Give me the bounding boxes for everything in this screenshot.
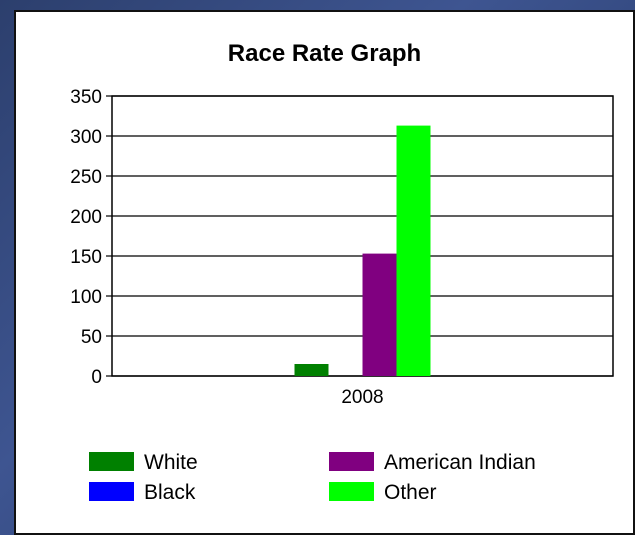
y-tick-label: 350 bbox=[70, 87, 102, 108]
legend-label-white: White bbox=[144, 451, 198, 474]
y-tick-label: 300 bbox=[70, 127, 102, 148]
legend-swatch-black bbox=[89, 482, 134, 501]
legend-label-american-indian: American Indian bbox=[384, 451, 536, 474]
y-tick-label: 250 bbox=[70, 167, 102, 188]
y-tick-label: 0 bbox=[91, 367, 102, 388]
legend-swatch-other bbox=[329, 482, 374, 501]
x-tick-label: 2008 bbox=[341, 387, 383, 408]
legend-label-other: Other bbox=[384, 481, 437, 504]
y-tick-label: 100 bbox=[70, 287, 102, 308]
bar-white bbox=[294, 364, 329, 376]
chart-panel: Race Rate Graph bbox=[14, 10, 635, 535]
y-tick-label: 200 bbox=[70, 207, 102, 228]
bar-other bbox=[396, 125, 431, 376]
y-tick-label: 150 bbox=[70, 247, 102, 268]
legend-swatch-white bbox=[89, 452, 134, 471]
legend-swatch-american-indian bbox=[329, 452, 374, 471]
chart-title: Race Rate Graph bbox=[227, 40, 422, 67]
y-tick-label: 50 bbox=[81, 327, 102, 348]
bar-american-indian bbox=[362, 253, 397, 376]
legend-label-black: Black bbox=[144, 481, 196, 504]
